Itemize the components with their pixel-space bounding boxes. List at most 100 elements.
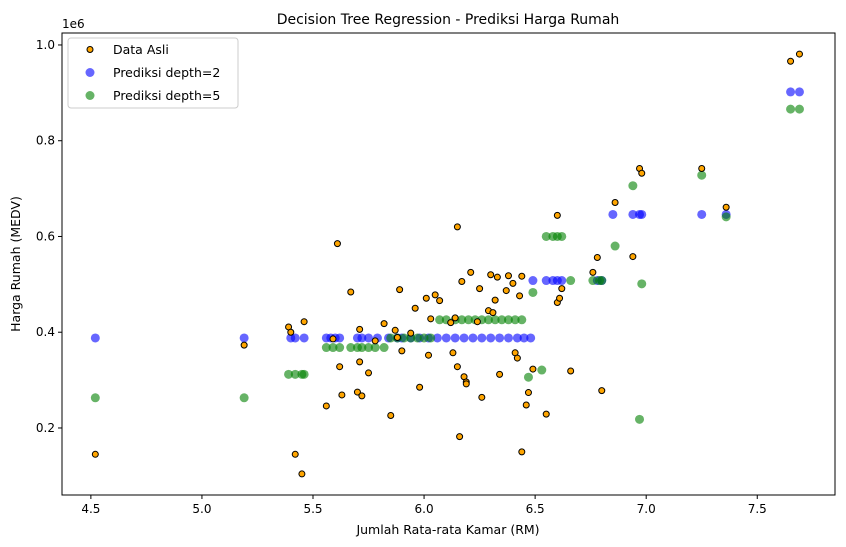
data-asli-point <box>493 273 501 281</box>
prediksi-depth-5-point <box>419 333 429 343</box>
y-offset-label: 1e6 <box>62 17 85 31</box>
prediksi-depth-5-point <box>794 104 804 114</box>
data-asli-point <box>387 412 395 420</box>
data-asli-point <box>598 387 606 395</box>
data-asli-point <box>473 318 481 326</box>
prediksi-depth-5-point <box>284 369 294 379</box>
data-asli-point <box>333 240 341 248</box>
data-asli-point <box>456 433 464 441</box>
prediksi-depth-2-point <box>432 333 442 343</box>
prediksi-depth-5-point <box>335 343 345 353</box>
prediksi-depth-5-point <box>426 333 436 343</box>
data-asli-point <box>347 288 355 296</box>
data-asli-point <box>449 349 457 357</box>
prediksi-depth-5-point <box>528 287 538 297</box>
prediksi-depth-5-point <box>541 231 551 241</box>
prediksi-depth-2-point <box>290 333 300 343</box>
prediksi-depth-5-point <box>510 315 520 325</box>
prediksi-depth-2-point <box>794 87 804 97</box>
prediksi-depth-5-point <box>597 276 607 286</box>
data-asli-point <box>453 363 461 371</box>
data-asli-point <box>489 309 497 317</box>
data-asli-point <box>478 393 486 401</box>
data-asli-point <box>516 292 524 300</box>
data-asli-point <box>518 272 526 280</box>
prediksi-depth-2-point <box>477 333 487 343</box>
data-asli-point <box>513 354 521 362</box>
prediksi-depth-2-point <box>299 333 309 343</box>
data-asli-point <box>416 383 424 391</box>
prediksi-depth-5-point <box>386 333 396 343</box>
data-asli-point <box>298 470 306 478</box>
data-asli-point <box>358 392 366 400</box>
data-asli-point <box>329 335 337 343</box>
data-asli-point <box>467 268 475 276</box>
data-asli-point <box>787 57 795 65</box>
prediksi-depth-2-point <box>357 333 367 343</box>
prediksi-depth-2-point <box>541 276 551 286</box>
prediksi-depth-2-point <box>239 333 249 343</box>
x-tick-label: 6.5 <box>526 502 545 516</box>
x-tick-label: 5.0 <box>192 502 211 516</box>
x-tick-label: 7.0 <box>637 502 656 516</box>
x-tick-label: 7.5 <box>748 502 767 516</box>
prediksi-depth-2-point <box>528 276 538 286</box>
data-asli-point <box>518 448 526 456</box>
legend-marker-data-asli <box>86 46 94 53</box>
data-asli-point <box>567 367 575 375</box>
series-prediksi-depth-5 <box>90 104 804 424</box>
data-asli-point <box>291 450 299 458</box>
data-asli-point <box>338 391 346 399</box>
series-data-asli <box>91 50 803 478</box>
legend-marker-depth-5 <box>85 91 95 100</box>
prediksi-depth-5-point <box>379 343 389 353</box>
prediksi-depth-5-point <box>588 276 598 286</box>
legend-box <box>67 37 239 109</box>
prediksi-depth-5-point <box>637 279 647 289</box>
legend-label-depth-2: Prediksi depth=2 <box>113 65 220 80</box>
data-asli-point <box>425 351 433 359</box>
data-asli-point <box>371 337 379 345</box>
prediksi-depth-5-point <box>357 343 367 353</box>
data-asli-point <box>391 326 399 334</box>
data-asli-point <box>504 272 512 280</box>
prediksi-depth-5-point <box>557 231 567 241</box>
prediksi-depth-2-point <box>90 333 100 343</box>
prediksi-depth-5-point <box>435 315 445 325</box>
prediksi-depth-5-point <box>610 241 620 251</box>
data-asli-point <box>629 253 637 261</box>
data-asli-point <box>593 254 601 262</box>
prediksi-depth-5-point <box>412 333 422 343</box>
prediksi-depth-2-point <box>637 209 647 219</box>
data-asli-point <box>462 380 470 388</box>
prediksi-depth-2-point <box>557 276 567 286</box>
prediksi-depth-5-point <box>321 343 331 353</box>
data-asli-point <box>447 319 455 327</box>
axis-ticks: 4.5 5.0 5.5 6.0 6.5 7.0 7.5 0.2 0.4 0.6 0.8 1.0 <box>36 38 767 516</box>
data-asli-point <box>553 211 561 219</box>
data-asli-point <box>542 410 550 418</box>
y-tick-label: 1.0 <box>36 38 55 52</box>
y-tick-label: 0.2 <box>36 421 55 435</box>
x-tick-label: 5.5 <box>303 502 322 516</box>
data-asli-point <box>502 287 510 295</box>
prediksi-depth-5-point <box>364 343 374 353</box>
prediksi-depth-2-point <box>468 333 478 343</box>
y-tick-label: 0.4 <box>36 325 55 339</box>
legend-label-depth-5: Prediksi depth=5 <box>113 88 220 103</box>
legend: Data Asli Prediksi depth=2 Prediksi dept… <box>67 37 239 109</box>
data-asli-point <box>356 358 364 366</box>
prediksi-depth-2-point <box>459 333 469 343</box>
data-asli-point <box>353 388 361 396</box>
data-asli-point <box>496 370 504 378</box>
x-axis-label: Jumlah Rata-rata Kamar (RM) <box>355 522 539 537</box>
data-asli-point <box>638 169 646 177</box>
prediksi-depth-5-point <box>566 276 576 286</box>
y-tick-label: 0.6 <box>36 229 55 243</box>
prediksi-depth-5-point <box>328 343 338 353</box>
data-asli-point <box>451 314 459 322</box>
data-asli-point <box>300 318 308 326</box>
prediksi-depth-2-point <box>697 209 707 219</box>
data-asli-point <box>398 347 406 355</box>
